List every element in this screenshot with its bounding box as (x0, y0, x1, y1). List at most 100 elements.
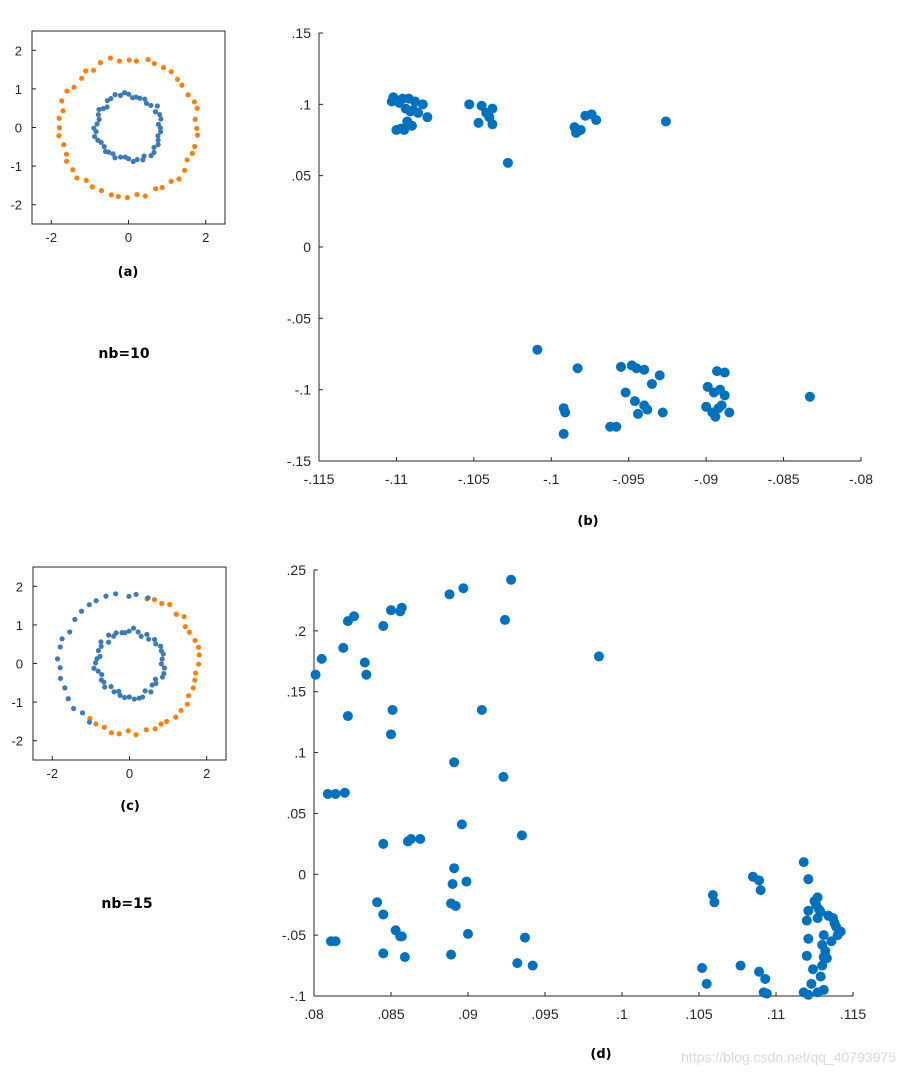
data-point (372, 897, 383, 908)
data-point (95, 647, 102, 654)
axes-frame-c (32, 566, 227, 761)
y-tick-label: .1 (299, 96, 311, 112)
data-point (402, 836, 413, 847)
data-point (95, 112, 101, 118)
x-tick-label: -.11 (385, 471, 408, 487)
caption-d: (d) (590, 1047, 611, 1062)
data-point (476, 100, 487, 111)
data-point (155, 133, 161, 139)
data-point (724, 407, 735, 418)
data-point (807, 964, 818, 975)
data-point (159, 184, 165, 191)
data-point (101, 143, 107, 150)
y-tick-label: 0 (303, 239, 311, 255)
data-point (98, 643, 104, 649)
data-point (512, 958, 523, 969)
data-point (59, 636, 65, 642)
data-point (342, 711, 353, 722)
data-point (117, 92, 124, 98)
data-point (116, 58, 123, 64)
data-point (801, 915, 812, 926)
y-tick-label: 1 (15, 82, 22, 97)
data-point (153, 680, 159, 687)
y-tick-label: .05 (287, 805, 307, 821)
data-point (142, 96, 148, 102)
data-point (126, 91, 132, 97)
data-point (654, 370, 665, 381)
data-point (56, 115, 62, 121)
data-point (79, 710, 86, 716)
y-tick-label: -1 (11, 695, 23, 710)
data-point (134, 191, 140, 198)
data-point (138, 633, 144, 639)
data-point (90, 67, 97, 73)
data-point (399, 952, 410, 963)
data-point (386, 96, 397, 107)
data-point (815, 971, 826, 982)
axes-frame-a (31, 30, 226, 225)
data-point (660, 116, 671, 127)
data-point (104, 104, 110, 110)
x-tick-label: -.085 (768, 471, 800, 487)
data-point (135, 629, 141, 635)
data-point (801, 950, 812, 961)
data-point (151, 149, 157, 156)
data-point (98, 639, 104, 645)
data-point (155, 137, 161, 143)
data-point (463, 928, 473, 939)
x-tick-label: .1 (616, 1006, 628, 1022)
x-tick-label: -.105 (458, 471, 490, 487)
data-point (646, 378, 657, 389)
watermark: https://blog.csdn.net/qq_40793975 (681, 1049, 896, 1065)
data-point (184, 701, 190, 707)
data-point (192, 677, 198, 683)
data-point (181, 614, 187, 620)
x-tick-label: .105 (685, 1006, 712, 1022)
data-point (806, 978, 817, 989)
data-point (476, 704, 487, 715)
ticks-c: -2 0 2 -2 -1 0 1 2 (11, 579, 210, 781)
data-point (464, 99, 475, 110)
data-point (160, 65, 167, 71)
data-point (92, 660, 99, 666)
data-point (593, 651, 604, 662)
data-point (182, 167, 188, 173)
data-point (101, 679, 107, 685)
data-point (93, 721, 99, 727)
data-point (151, 636, 158, 643)
x-tick-label: .09 (458, 1006, 478, 1022)
data-point (506, 574, 517, 585)
data-point (158, 116, 164, 122)
data-point (158, 643, 164, 649)
data-point (102, 684, 108, 690)
data-point (151, 60, 157, 67)
data-point (516, 830, 527, 841)
data-point (101, 724, 107, 730)
data-point (185, 92, 191, 98)
data-point (56, 133, 62, 139)
data-point (142, 688, 148, 694)
data-point (112, 92, 118, 98)
data-point (178, 707, 184, 714)
panel-d: .08 .085 .09 .095 .1 .105 .11 .115 -.1 -.05 0 .05 .1… (282, 562, 866, 1062)
data-point (108, 192, 114, 198)
x-tick-label: -.08 (849, 471, 873, 487)
data-point (196, 652, 202, 658)
data-point (378, 948, 389, 959)
caption-b: (b) (577, 514, 598, 529)
data-point (173, 714, 179, 720)
data-point (711, 366, 722, 377)
data-point (473, 117, 484, 128)
data-point (155, 142, 161, 148)
data-point (406, 120, 417, 131)
data-point (116, 688, 122, 694)
data-point (133, 732, 139, 738)
data-point (79, 75, 85, 81)
data-point (571, 127, 582, 138)
points-c (54, 591, 202, 738)
data-point (591, 115, 602, 126)
data-point (153, 641, 159, 647)
data-point (72, 616, 78, 622)
data-point (143, 100, 150, 106)
data-point (818, 984, 829, 995)
